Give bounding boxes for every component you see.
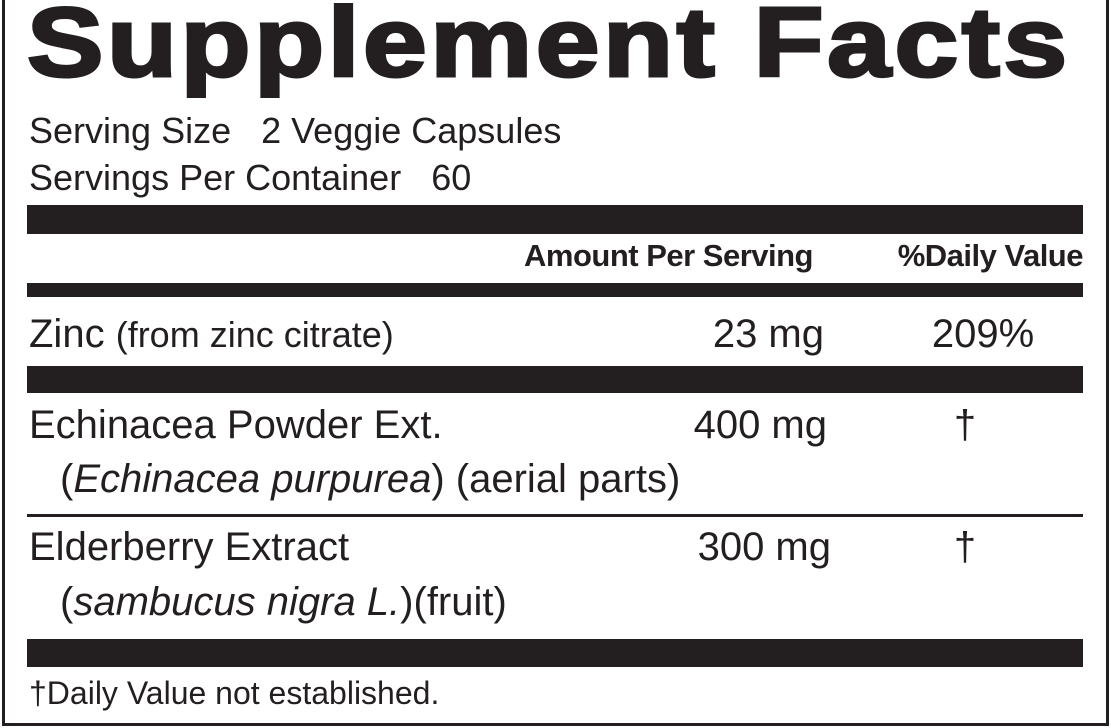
nutrient-name: Elderberry Extract xyxy=(29,525,350,569)
nutrient-name: Zinc (from zinc citrate) xyxy=(29,312,394,356)
thin-divider xyxy=(27,514,1083,517)
nutrient-detail: (from zinc citrate) xyxy=(115,314,394,355)
nutrient-amount: 300 mg xyxy=(697,525,831,569)
nutrient-amount: 23 mg xyxy=(712,312,824,356)
thick-divider xyxy=(27,366,1083,393)
nutrient-name: Echinacea Powder Ext. xyxy=(29,403,443,447)
page-title: Supplement Facts xyxy=(25,0,1071,99)
nutrient-source: (Echinacea purpurea) (aerial parts) xyxy=(60,457,681,501)
header-daily-value: %Daily Value xyxy=(897,238,1084,273)
nutrient-dv: 209% xyxy=(931,312,1035,356)
medium-divider xyxy=(27,283,1083,297)
nutrient-dv: † xyxy=(953,403,977,447)
nutrient-source: (sambucus nigra L.)(fruit) xyxy=(60,580,507,624)
servings-per-container: Servings Per Container 60 xyxy=(29,157,471,199)
nutrient-dv: † xyxy=(953,525,977,569)
thick-divider xyxy=(27,205,1083,234)
serving-size-label: Serving Size xyxy=(29,110,232,151)
footnote: †Daily Value not established. xyxy=(29,675,440,711)
header-amount: Amount Per Serving xyxy=(524,238,814,273)
servings-per-container-value: 60 xyxy=(431,157,472,198)
serving-size-value: 2 Veggie Capsules xyxy=(261,110,562,151)
servings-per-container-label: Servings Per Container xyxy=(29,157,402,198)
thick-divider xyxy=(27,639,1083,667)
nutrient-amount: 400 mg xyxy=(693,403,827,447)
serving-size: Serving Size 2 Veggie Capsules xyxy=(29,110,561,152)
